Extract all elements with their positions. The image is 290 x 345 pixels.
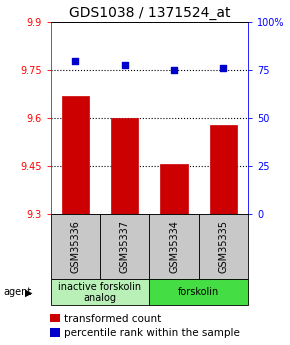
Bar — [62, 96, 89, 214]
Bar — [51, 214, 100, 279]
Text: agent: agent — [3, 287, 31, 297]
Bar — [149, 279, 248, 305]
Bar — [51, 279, 149, 305]
Text: GSM35336: GSM35336 — [70, 220, 80, 273]
Text: GSM35337: GSM35337 — [120, 220, 130, 273]
Bar — [100, 214, 149, 279]
Text: ▶: ▶ — [25, 287, 32, 297]
Point — [73, 58, 78, 63]
Bar — [160, 165, 188, 214]
Title: GDS1038 / 1371524_at: GDS1038 / 1371524_at — [69, 6, 230, 20]
Bar — [111, 118, 138, 214]
Text: inactive forskolin
analog: inactive forskolin analog — [59, 282, 142, 303]
Text: GSM35334: GSM35334 — [169, 220, 179, 273]
Bar — [149, 214, 199, 279]
Bar — [210, 125, 237, 214]
Point — [122, 62, 127, 67]
Point — [221, 66, 226, 71]
Text: forskolin: forskolin — [178, 287, 219, 297]
Text: GSM35335: GSM35335 — [218, 220, 228, 273]
Bar — [199, 214, 248, 279]
Point — [172, 68, 176, 73]
Legend: transformed count, percentile rank within the sample: transformed count, percentile rank withi… — [50, 314, 240, 338]
